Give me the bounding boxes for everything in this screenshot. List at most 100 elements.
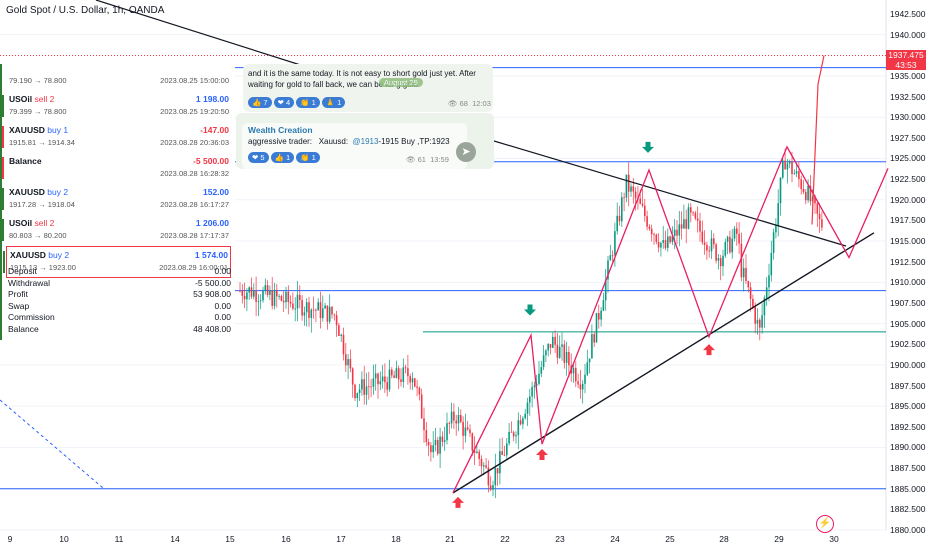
candle-body <box>680 224 683 229</box>
candle-body <box>805 192 807 201</box>
candle-body <box>455 420 457 424</box>
candle-body <box>644 205 646 217</box>
x-tick-label: 11 <box>114 534 124 544</box>
candle-body <box>662 240 664 243</box>
x-tick-label: 28 <box>719 534 729 544</box>
mention-link[interactable]: @1913 <box>352 137 379 146</box>
candle-body <box>411 378 414 383</box>
reaction-chip[interactable]: 👍 1 <box>270 152 295 163</box>
candle-body <box>802 189 805 193</box>
candle-body <box>315 309 317 311</box>
wave-pattern <box>452 145 889 494</box>
trade-time: 2023.08.28 16:28:32 <box>160 169 229 178</box>
buy-arrow-icon <box>536 448 548 460</box>
candle-body <box>510 431 513 433</box>
candle-body <box>715 244 717 261</box>
candle-body <box>696 218 699 221</box>
support-trendline <box>452 232 875 494</box>
candle-body <box>338 325 340 336</box>
reaction-chip[interactable]: ❤ 5 <box>248 152 269 163</box>
candle-body <box>657 241 660 248</box>
trade-prices: 1917.28 → 1918.04 <box>9 200 75 209</box>
candle-body <box>818 213 821 220</box>
candle-body <box>821 219 823 228</box>
candle-body <box>278 295 280 297</box>
message-sender[interactable]: Wealth Creation <box>248 125 313 135</box>
candle-body <box>708 250 710 252</box>
candle-body <box>524 413 526 419</box>
trade-row[interactable]: XAUUSD buy 2 152.00 1917.28 → 1918.04 2023.… <box>2 184 231 214</box>
candle-body <box>328 306 331 322</box>
y-tick-label: 1905.000 <box>890 318 926 329</box>
candle-body <box>731 238 733 253</box>
candle-body <box>276 289 278 297</box>
candle-body <box>292 303 294 309</box>
reaction-chip[interactable]: ❤ 4 <box>273 97 295 108</box>
candle-body <box>639 198 641 204</box>
y-tick-label: 1900.000 <box>890 359 926 370</box>
x-tick-label: 10 <box>59 534 69 544</box>
trade-row[interactable]: USOil sell 2 1 198.00 79.399 → 78.800 2023.… <box>2 91 231 121</box>
candle-body <box>448 423 451 425</box>
candle-body <box>296 294 299 309</box>
x-tick-label: 17 <box>336 534 346 544</box>
candle-body <box>515 435 517 437</box>
x-tick-label: 14 <box>170 534 180 544</box>
candle-body <box>703 242 706 245</box>
trade-row[interactable]: 79.190 → 78.800 2023.08.25 15:00:00 <box>6 60 231 90</box>
reaction-chip[interactable]: 👏 1 <box>296 97 320 108</box>
candle-body <box>312 309 315 311</box>
trade-symbol: XAUUSD buy 2 <box>10 250 70 260</box>
lightning-icon[interactable]: ⚡ <box>816 515 834 533</box>
trade-row[interactable]: XAUUSD buy 2 1 574.00 1915.13 → 1923.00 202… <box>3 246 231 278</box>
buy-arrow-icon <box>703 344 715 356</box>
candle-body <box>717 258 720 261</box>
x-tick-label: 23 <box>555 534 565 544</box>
trade-symbol: USOil sell 2 <box>9 94 55 104</box>
candle-body <box>319 302 322 319</box>
candle-body <box>752 298 754 307</box>
candle-body <box>722 255 724 267</box>
candle-body <box>280 295 283 301</box>
bar-countdown: 43:53 <box>895 60 917 70</box>
trade-symbol: XAUUSD buy 2 <box>9 187 69 197</box>
candle-body <box>761 315 763 328</box>
candle-body <box>326 305 329 322</box>
candle-body <box>425 430 428 443</box>
candle-body <box>271 290 273 306</box>
candle-body <box>437 439 439 454</box>
candle-body <box>273 289 276 306</box>
trade-row[interactable]: Balance -5 500.00 2023.08.28 16:28:32 <box>2 153 231 183</box>
candle-body <box>685 219 687 229</box>
trade-type: buy 2 <box>48 250 70 260</box>
candle-body <box>269 290 271 295</box>
candle-body <box>625 174 628 198</box>
candle-body <box>588 358 591 363</box>
candle-body <box>609 255 612 261</box>
candle-body <box>361 379 363 390</box>
candle-body <box>476 451 478 453</box>
trade-prices: 79.399 → 78.800 <box>9 107 67 116</box>
candle-body <box>614 231 616 256</box>
y-tick-label: 1897.500 <box>890 380 926 391</box>
trade-row[interactable]: USOil sell 2 1 206.00 80.803 → 80.200 2023.… <box>2 215 231 245</box>
buy-arrow-icon <box>452 496 464 508</box>
candle-body <box>489 485 492 490</box>
forward-icon[interactable]: ➤ <box>456 142 476 162</box>
candle-body <box>508 431 510 444</box>
candle-body <box>581 383 584 390</box>
y-tick-label: 1892.500 <box>890 421 926 432</box>
chat-message-1: and it is the same today. It is not easy… <box>243 64 493 112</box>
trade-pnl: 1 206.00 <box>195 218 229 228</box>
reaction-chip[interactable]: 🙏 1 <box>321 97 346 108</box>
candle-body <box>370 386 372 388</box>
chart-title: Gold Spot / U.S. Dollar, 1h, OANDA <box>6 5 165 16</box>
candle-body <box>243 295 246 300</box>
reaction-chip[interactable]: 👍 7 <box>248 97 272 108</box>
candle-body <box>545 350 547 356</box>
candle-body <box>239 290 241 292</box>
reaction-chip[interactable]: 👏 1 <box>296 152 320 163</box>
candle-body <box>558 346 561 358</box>
account-label: Deposit <box>8 266 37 276</box>
trade-row[interactable]: XAUUSD buy 1 -147.00 1915.81 → 1914.34 2023… <box>2 122 231 152</box>
